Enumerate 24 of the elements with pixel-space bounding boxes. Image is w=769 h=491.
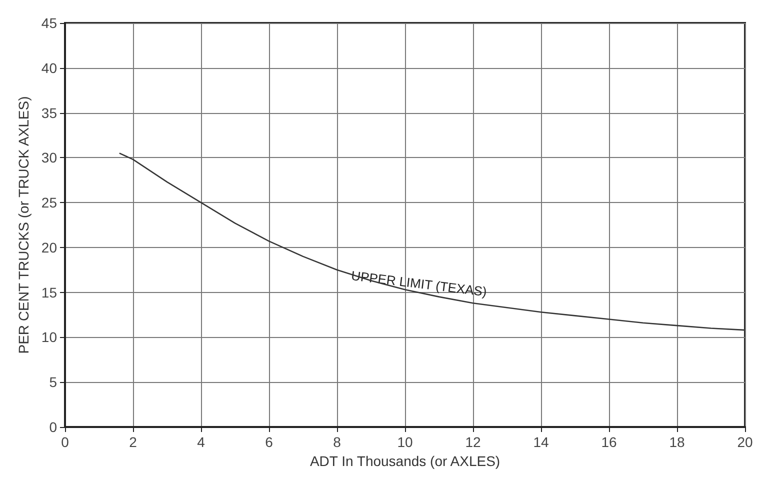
y-tick-label: 35 <box>41 104 58 121</box>
x-tick-label: 2 <box>129 434 138 450</box>
y-tick-label: 45 <box>41 15 58 31</box>
y-tick-label: 5 <box>49 374 58 390</box>
x-tick-label: 14 <box>533 434 549 450</box>
y-axis-title: PER CENT TRUCKS (or TRUCK AXLES) <box>16 96 32 354</box>
x-tick-label: 10 <box>397 434 413 450</box>
x-tick-label: 18 <box>669 434 685 450</box>
x-tick-label: 0 <box>61 434 70 450</box>
x-tick-label: 20 <box>737 434 753 450</box>
y-tick-label: 40 <box>41 60 58 76</box>
y-tick-label: 0 <box>49 419 58 435</box>
x-tick-label: 6 <box>265 434 274 450</box>
y-tick-label: 15 <box>41 284 58 300</box>
y-tick-label: 30 <box>41 150 58 166</box>
line-series <box>118 152 746 331</box>
y-tick-label: 20 <box>41 239 58 256</box>
y-tick-label: 10 <box>41 329 58 346</box>
x-tick-label: 12 <box>465 434 481 450</box>
y-tick-label: 25 <box>41 194 58 211</box>
x-tick-label: 16 <box>601 434 617 450</box>
x-tick-label: 4 <box>197 434 206 450</box>
x-axis-title: ADT In Thousands (or AXLES) <box>310 452 500 469</box>
x-tick-label: 8 <box>333 434 342 450</box>
